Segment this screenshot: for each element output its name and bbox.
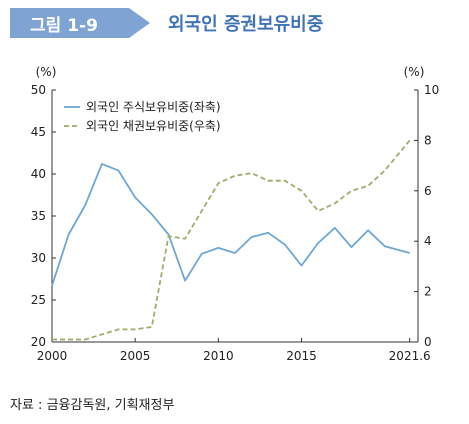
left-tick-label: 40 [31, 167, 46, 181]
legend-entry: 외국인 채권보유비중(우축) [86, 119, 221, 133]
legend-entry: 외국인 주식보유비중(좌축) [86, 100, 221, 114]
left-tick-label: 45 [31, 125, 46, 139]
left-tick-label: 20 [31, 335, 46, 349]
right-tick-label: 10 [424, 83, 439, 97]
chart-area: (%) (%) 20 25 30 35 40 45 50 0 2 4 6 8 10 2000 2005 2010… [0, 0, 469, 390]
x-tick-label: 2005 [120, 349, 151, 363]
stock-share-line [52, 164, 410, 286]
left-tick-label: 30 [31, 251, 46, 265]
left-axis-unit: (%) [36, 65, 57, 79]
left-tick-label: 35 [31, 209, 46, 223]
x-tick-label: 2015 [286, 349, 317, 363]
bond-share-line [52, 140, 410, 339]
x-tick-label: 2010 [203, 349, 234, 363]
source-note: 자료 : 금융감독원, 기획재정부 [10, 394, 174, 413]
right-tick-label: 8 [424, 133, 432, 147]
right-axis-unit: (%) [404, 65, 425, 79]
right-tick-label: 4 [424, 234, 432, 248]
left-tick-label: 50 [31, 83, 46, 97]
right-tick-label: 0 [424, 335, 432, 349]
left-tick-label: 25 [31, 293, 46, 307]
right-tick-label: 2 [424, 285, 432, 299]
chart-legend: 외국인 주식보유비중(좌축) 외국인 채권보유비중(우축) [64, 100, 221, 133]
x-tick-label: 2000 [37, 349, 68, 363]
right-tick-label: 6 [424, 184, 432, 198]
x-tick-label: 2021.6 [389, 349, 431, 363]
chart-series [52, 140, 410, 339]
